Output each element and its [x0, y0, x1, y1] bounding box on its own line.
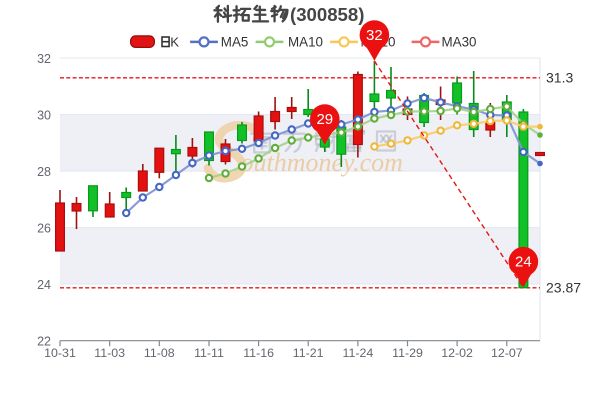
svg-text:11-29: 11-29: [392, 346, 423, 360]
svg-text:11-16: 11-16: [243, 346, 274, 360]
svg-text:29: 29: [316, 111, 333, 128]
svg-text:30: 30: [37, 109, 51, 123]
svg-text:26: 26: [37, 222, 51, 236]
svg-text:K: K: [170, 34, 179, 49]
svg-text:24: 24: [515, 254, 532, 271]
svg-text:(300858): (300858): [290, 4, 364, 25]
svg-text:12-02: 12-02: [441, 346, 473, 360]
svg-text:23.87: 23.87: [546, 279, 581, 295]
svg-text:11-24: 11-24: [343, 346, 374, 360]
svg-text:11-11: 11-11: [194, 346, 224, 360]
svg-text:11-21: 11-21: [293, 346, 324, 360]
svg-text:MA10: MA10: [288, 34, 323, 49]
svg-text:MA30: MA30: [442, 34, 477, 49]
svg-text:31.3: 31.3: [546, 69, 573, 85]
svg-text:12-07: 12-07: [491, 346, 523, 360]
svg-text:10-31: 10-31: [44, 346, 76, 360]
svg-text:24: 24: [37, 278, 51, 292]
svg-text:11-08: 11-08: [144, 346, 175, 360]
svg-text:MA5: MA5: [221, 34, 249, 49]
svg-text:32: 32: [37, 52, 51, 66]
svg-text:28: 28: [37, 165, 51, 179]
svg-text:32: 32: [366, 27, 383, 44]
svg-text:11-03: 11-03: [94, 346, 125, 360]
svg-text:22: 22: [37, 335, 51, 349]
